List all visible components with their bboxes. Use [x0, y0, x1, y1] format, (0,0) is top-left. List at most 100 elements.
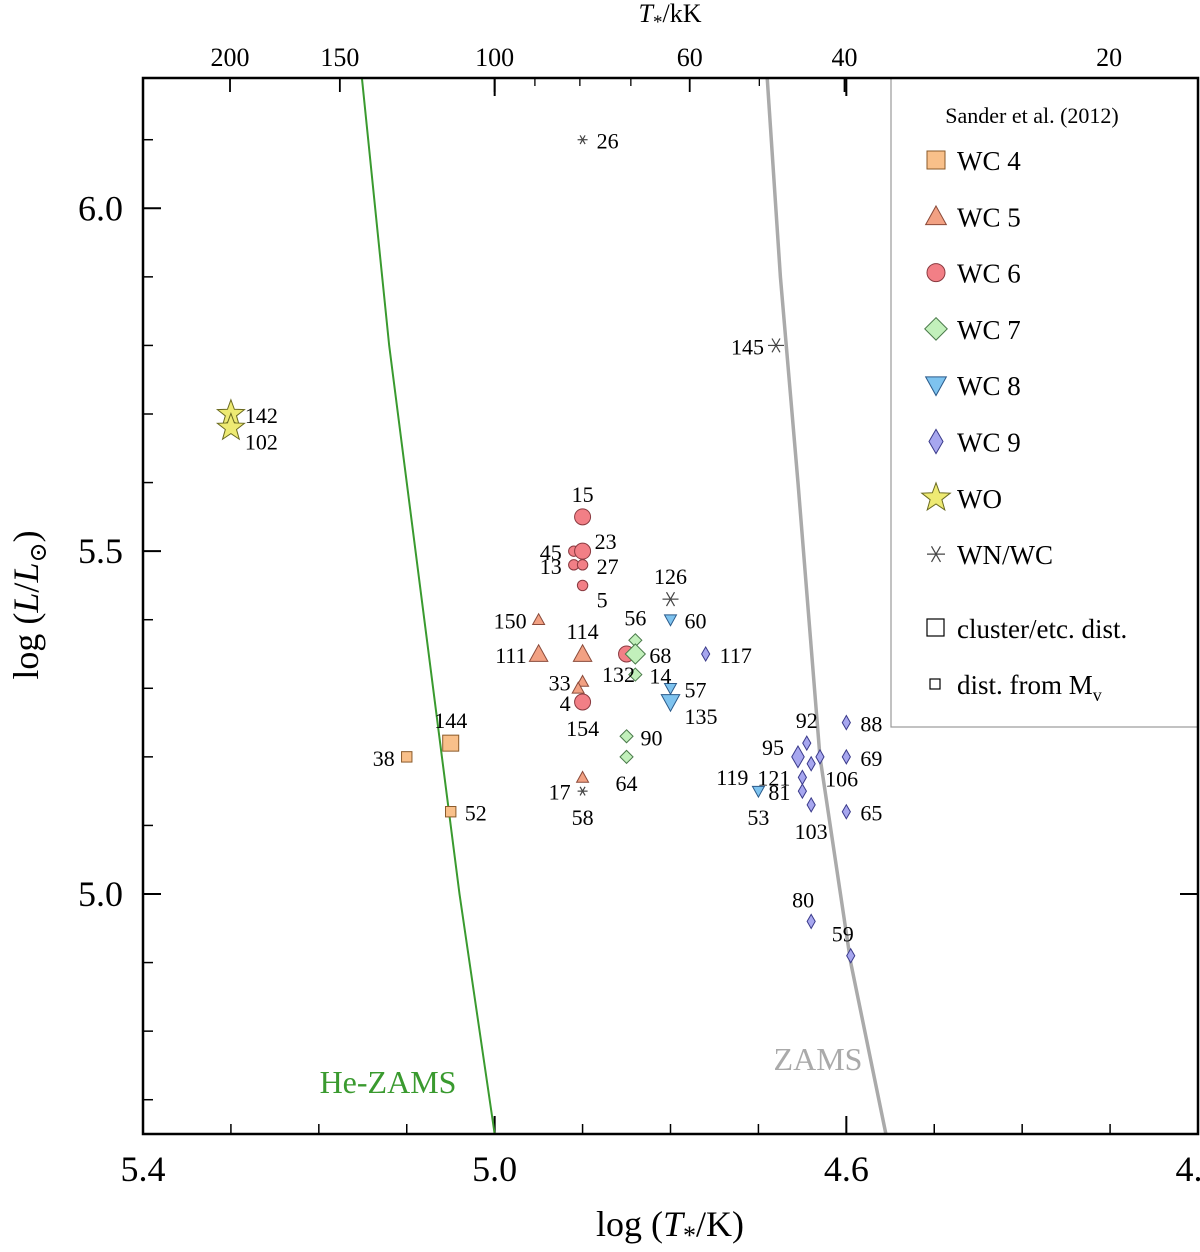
point-label-65: 65	[860, 801, 882, 826]
point-wr-88	[841, 714, 851, 731]
legend-label-wo: WO	[957, 484, 1002, 514]
top-tick-label: 40	[832, 43, 858, 72]
point-wr-111	[528, 643, 549, 662]
point-label-23: 23	[595, 529, 617, 554]
point-wr-58	[577, 786, 588, 796]
point-label-106: 106	[825, 766, 858, 791]
point-wr-90	[619, 729, 634, 744]
point-label-68: 68	[649, 643, 671, 668]
legend-label-wc6: WC 6	[957, 259, 1021, 289]
point-label-13: 13	[540, 554, 562, 579]
point-label-132: 132	[602, 662, 635, 687]
point-wr-4	[574, 693, 592, 711]
asterisk-stroke	[771, 338, 781, 353]
x-axis-label: log (T*/K)	[596, 1204, 744, 1250]
legend-size-large	[926, 618, 945, 637]
x-tick-label: 4.6	[824, 1149, 869, 1189]
point-label-59: 59	[832, 922, 854, 947]
point-wr-103	[806, 796, 816, 813]
point-label-64: 64	[616, 771, 638, 796]
point-wr-69	[841, 748, 851, 765]
point-label-150: 150	[494, 609, 527, 634]
point-label-33: 33	[549, 670, 571, 695]
point-label-144: 144	[434, 708, 467, 733]
asterisk-stroke	[579, 786, 586, 796]
point-wr-150	[531, 612, 546, 625]
point-wr-81	[797, 783, 808, 800]
point-label-121: 121	[757, 766, 790, 791]
legend-marker-wc5	[924, 204, 948, 226]
point-wr-33	[575, 674, 590, 687]
legend-marker-wo	[920, 481, 952, 512]
x-tick-label: 4.2	[1176, 1149, 1200, 1189]
point-label-17: 17	[549, 779, 571, 804]
legend-marker-wc9	[928, 428, 944, 455]
point-label-58: 58	[572, 805, 594, 830]
point-wr-27	[576, 559, 589, 571]
point-wr-64	[619, 749, 634, 765]
point-label-69: 69	[860, 746, 882, 771]
point-wr-102	[215, 412, 246, 441]
point-wr-95	[791, 745, 805, 769]
legend-marker-wc6	[926, 263, 946, 283]
point-wr-38	[401, 751, 413, 763]
asterisk-stroke	[930, 546, 942, 563]
legend-marker-wnwc	[927, 546, 945, 563]
top-tick-label: 100	[475, 43, 514, 72]
point-wr-60	[663, 614, 678, 627]
point-label-102: 102	[245, 430, 278, 455]
legend-label-wc4: WC 4	[957, 146, 1021, 176]
point-wr-144	[442, 734, 460, 752]
legend-label-wc8: WC 8	[957, 371, 1021, 401]
top-tick-label: 150	[320, 43, 359, 72]
legend-size-small-label: dist. from Mv	[957, 670, 1102, 705]
point-wr-126	[662, 591, 679, 607]
point-label-117: 117	[720, 643, 752, 668]
point-label-135: 135	[685, 704, 718, 729]
he-zams-curve	[360, 77, 496, 1135]
top-tick-label: 20	[1096, 43, 1122, 72]
point-label-57: 57	[685, 677, 707, 702]
point-label-14: 14	[649, 664, 671, 689]
point-wr-33b	[571, 681, 586, 694]
legend: Sander et al. (2012) WC 4 WC 5 WC 6 WC 7 WC 8…	[890, 77, 1199, 728]
point-wr-95b	[815, 748, 825, 765]
point-wr-26	[577, 135, 588, 145]
asterisk-stroke	[665, 591, 676, 607]
plot-frame	[141, 76, 1200, 1136]
point-wr-52	[445, 806, 457, 818]
point-label-45: 45	[540, 540, 562, 565]
x-tick-label: 5.0	[472, 1149, 517, 1189]
top-tick-label: 200	[211, 43, 250, 72]
point-label-38: 38	[373, 746, 395, 771]
point-wr-14	[628, 667, 643, 682]
legend-marker-wc7	[924, 316, 948, 341]
legend-label-wc5: WC 5	[957, 202, 1021, 232]
point-label-27: 27	[597, 554, 619, 579]
legend-label-wnwc: WN/WC	[957, 540, 1053, 570]
data-points	[215, 135, 856, 964]
zams-curve	[765, 77, 888, 1135]
legend-label-wc9: WC 9	[957, 428, 1021, 458]
he-zams-label: He-ZAMS	[320, 1064, 457, 1100]
point-label-145: 145	[731, 334, 764, 359]
legend-marker-wc4	[926, 150, 946, 170]
zams-label: ZAMS	[774, 1041, 863, 1077]
y-tick-label: 5.0	[78, 874, 123, 914]
legend-label-wc7: WC 7	[957, 315, 1021, 345]
point-wr-59	[846, 947, 856, 964]
point-label-92: 92	[796, 708, 818, 733]
top-tick-label: 60	[677, 43, 703, 72]
point-label-111: 111	[495, 643, 526, 668]
point-wr-117	[701, 645, 711, 663]
x2-axis-label: T*/kK	[639, 0, 702, 33]
point-wr-65	[841, 803, 851, 820]
point-label-4: 4	[560, 691, 571, 716]
point-wr-15	[574, 508, 592, 526]
point-label-5: 5	[597, 587, 608, 612]
legend-size-large-label: cluster/etc. dist.	[957, 614, 1127, 644]
legend-marker-wc8	[924, 376, 948, 397]
x-tick-label: 5.4	[121, 1149, 166, 1189]
asterisk-stroke	[579, 135, 586, 145]
point-wr-17	[575, 770, 590, 783]
